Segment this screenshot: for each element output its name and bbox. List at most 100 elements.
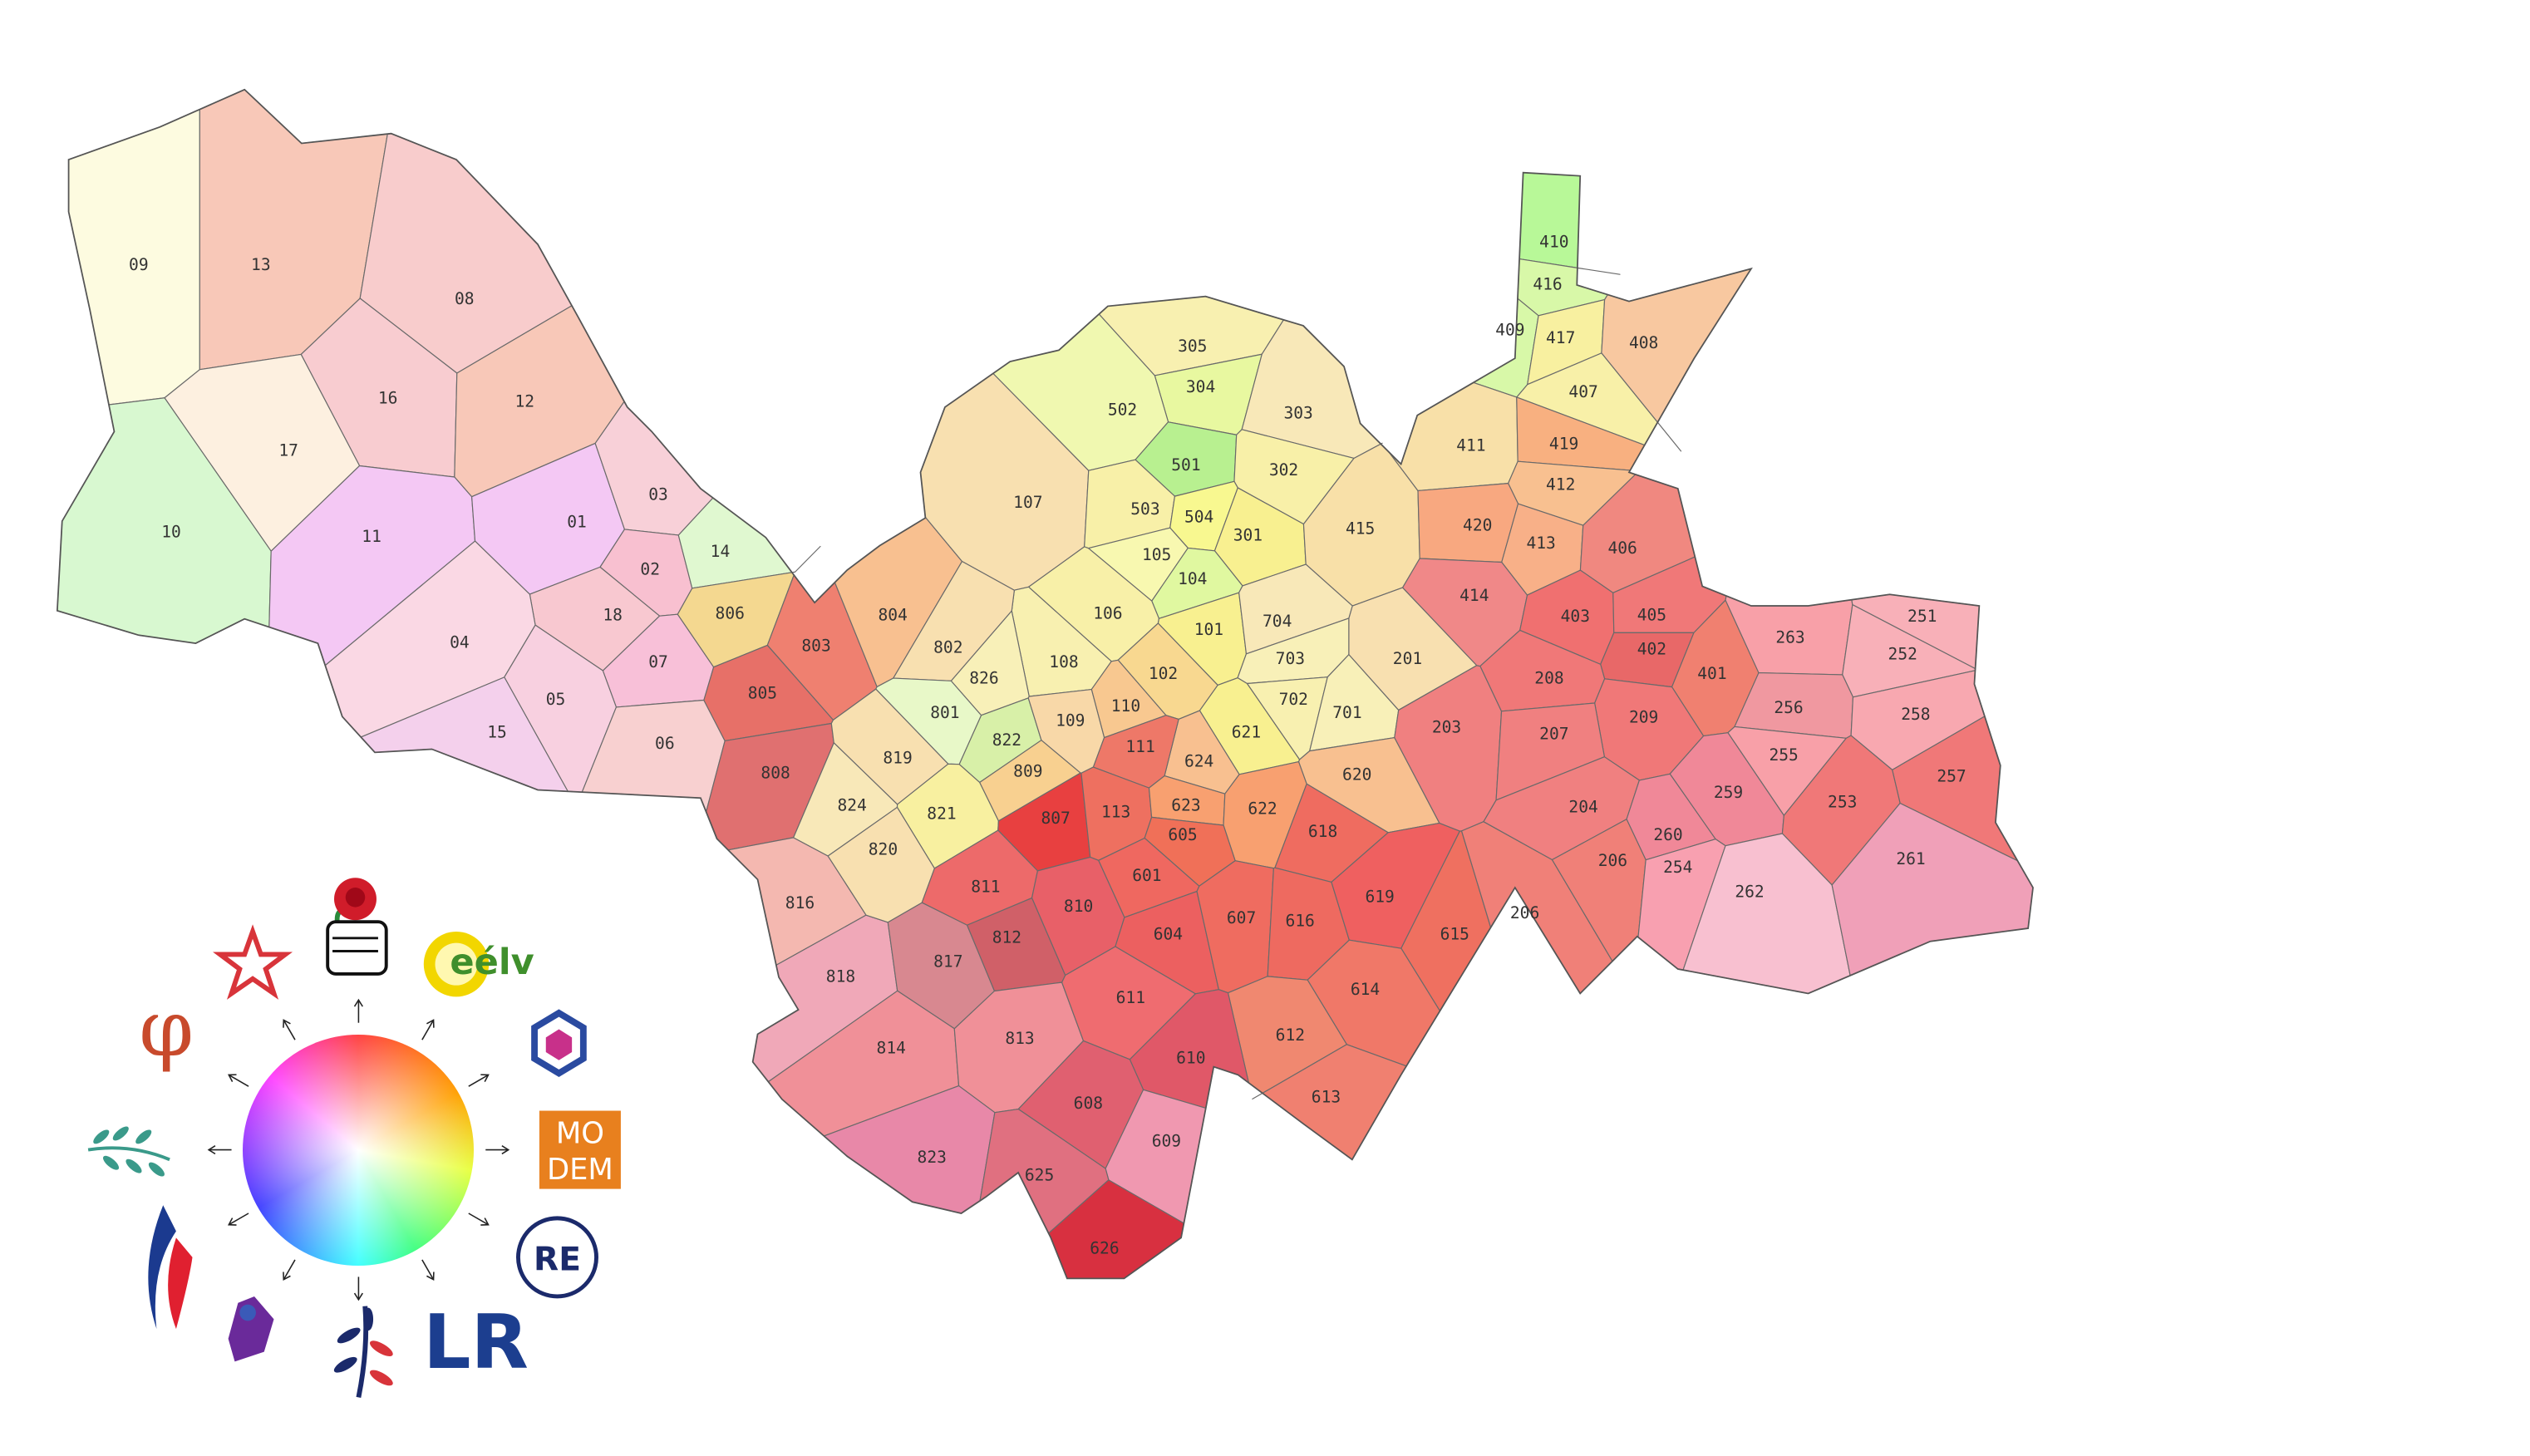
- precinct-label: 301: [1233, 525, 1263, 544]
- logo-lr: LR: [423, 1299, 529, 1386]
- precinct-label: 806: [716, 603, 745, 622]
- precinct-label: 110: [1111, 696, 1140, 716]
- precinct-label: 401: [1697, 664, 1726, 683]
- arrow-head: [207, 1145, 216, 1155]
- leaf: [102, 1155, 120, 1170]
- precinct: [1781, 735, 1901, 886]
- precinct-label: 111: [1125, 737, 1154, 756]
- precinct-label: 251: [1907, 607, 1937, 626]
- arrow: [468, 1213, 489, 1226]
- precinct-label: 03: [648, 485, 668, 504]
- precinct-label: 261: [1896, 849, 1925, 868]
- arrow-head: [353, 998, 363, 1007]
- figure-head: [239, 1304, 256, 1321]
- logo-figure: [228, 1296, 274, 1362]
- leaf: [126, 1158, 142, 1173]
- leaf: [363, 1307, 374, 1331]
- modem-top: MO: [556, 1117, 604, 1151]
- arrow-head: [353, 1292, 363, 1301]
- precinct-label: 413: [1526, 534, 1555, 553]
- leaf: [148, 1162, 165, 1177]
- arrow: [283, 1020, 296, 1040]
- precinct-label: 201: [1393, 649, 1422, 668]
- olive-stem: [87, 1146, 170, 1162]
- precinct-label: 02: [640, 559, 660, 578]
- precinct-label: 701: [1332, 703, 1361, 722]
- precinct-label: 612: [1276, 1026, 1305, 1045]
- arrow: [468, 1074, 489, 1087]
- precinct-label: 813: [1005, 1029, 1034, 1048]
- precinct-label: 817: [933, 952, 962, 971]
- logo-pcf: [213, 924, 293, 1000]
- logo-olive: [87, 1126, 170, 1177]
- arrow: [421, 1020, 435, 1040]
- precinct-label: 503: [1130, 499, 1159, 519]
- precinct-label: 206: [1510, 903, 1539, 922]
- precinct-label: 609: [1152, 1131, 1181, 1150]
- precinct-label: 416: [1533, 274, 1562, 293]
- precinct-label: 624: [1184, 752, 1213, 771]
- precinct-label: 405: [1637, 605, 1666, 624]
- precinct-label: 410: [1539, 233, 1568, 252]
- precinct-label: 501: [1171, 455, 1200, 475]
- precinct-label: 04: [450, 633, 470, 652]
- precinct-label: 10: [161, 522, 181, 541]
- precinct-label: 805: [748, 683, 777, 702]
- precinct-label: 823: [918, 1148, 947, 1167]
- precinct-label: 623: [1171, 796, 1200, 815]
- color-wheel: [243, 1035, 474, 1266]
- precinct-label: 809: [1013, 761, 1042, 780]
- precinct-label: 258: [1901, 705, 1930, 724]
- precinct-label: 611: [1116, 988, 1145, 1007]
- precinct-label: 304: [1186, 377, 1215, 396]
- logo-modem: MO DEM: [539, 1110, 621, 1189]
- precinct-label: 254: [1663, 858, 1692, 877]
- arrow-head: [283, 1019, 291, 1028]
- precinct-label: 804: [879, 605, 908, 624]
- precinct-label: 615: [1440, 924, 1469, 943]
- hex-core: [545, 1029, 573, 1060]
- leaf: [369, 1370, 393, 1386]
- precinct-label: 419: [1549, 435, 1578, 454]
- precinct-label: 402: [1637, 639, 1666, 658]
- precinct-label: 703: [1276, 649, 1305, 668]
- precinct-label: 18: [603, 605, 623, 624]
- precinct-label: 821: [927, 804, 956, 823]
- precinct-label: 622: [1248, 799, 1277, 818]
- precinct-label: 810: [1064, 897, 1093, 916]
- precinct-label: 302: [1269, 460, 1298, 480]
- precinct-label: 412: [1546, 475, 1575, 494]
- precinct-label: 406: [1607, 539, 1637, 558]
- flame-red: [168, 1237, 193, 1330]
- re-text: RE: [534, 1242, 581, 1279]
- precinct-label: 113: [1101, 802, 1130, 821]
- leaf: [135, 1129, 152, 1144]
- precinct-label: 814: [877, 1039, 906, 1058]
- precinct-label: 07: [648, 652, 668, 671]
- precinct-label: 605: [1168, 825, 1197, 844]
- precinct-label: 204: [1568, 798, 1597, 817]
- arrow: [283, 1259, 296, 1281]
- flame-blue: [148, 1205, 176, 1330]
- precinct-label: 826: [969, 669, 998, 688]
- precinct-label: 203: [1432, 718, 1461, 737]
- arrow-head: [426, 1019, 435, 1028]
- precinct-label: 502: [1108, 400, 1137, 419]
- fist: [326, 920, 388, 976]
- precinct-label: 625: [1025, 1165, 1054, 1184]
- precinct-label: 260: [1653, 825, 1682, 844]
- precinct-label: 616: [1285, 912, 1314, 931]
- arrow-head: [227, 1074, 237, 1082]
- precinct-label: 101: [1194, 620, 1223, 639]
- leaf: [337, 1327, 361, 1344]
- logo-flame: [148, 1205, 193, 1330]
- precinct: [1388, 381, 1518, 492]
- arrow: [228, 1213, 249, 1226]
- precinct-label: 104: [1178, 569, 1207, 588]
- precinct-label: 263: [1775, 628, 1804, 647]
- precinct-label: 610: [1176, 1048, 1205, 1067]
- arrow-head: [426, 1272, 435, 1281]
- arrow: [228, 1074, 249, 1087]
- precinct-label: 256: [1774, 698, 1803, 717]
- precinct-label: 305: [1178, 337, 1207, 356]
